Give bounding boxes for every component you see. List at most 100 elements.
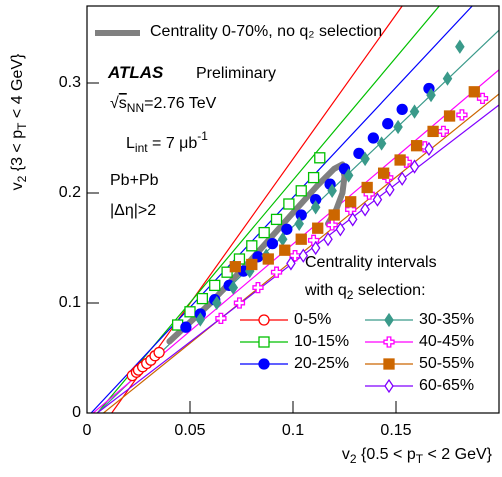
- point: [347, 212, 358, 227]
- annotation-part: with q: [304, 282, 347, 299]
- annotation-part: Centrality intervals: [305, 254, 437, 271]
- annotation-part: 2: [347, 288, 354, 302]
- point: [327, 183, 337, 198]
- point: [307, 171, 320, 184]
- x-axis-label-part: {0.5 < p: [357, 446, 416, 463]
- legend-label: 10-15%: [294, 333, 349, 350]
- point: [295, 209, 307, 221]
- annotation: Preliminary: [196, 65, 276, 82]
- legend-marker: [258, 358, 270, 370]
- point: [394, 154, 406, 166]
- x-axis-label-part: < 2 GeV}: [423, 446, 493, 463]
- point: [385, 182, 395, 197]
- legend-marker: [383, 336, 395, 348]
- legend-marker: [383, 358, 395, 370]
- point: [246, 258, 258, 271]
- point: [393, 119, 403, 135]
- y-tick-label: 0.1: [59, 294, 81, 311]
- y-axis-label: v2 {3 < pT < 4 GeV}: [9, 53, 29, 190]
- point: [437, 125, 450, 138]
- point: [286, 256, 296, 271]
- point: [345, 196, 357, 208]
- point: [397, 171, 407, 186]
- point: [295, 233, 307, 245]
- point: [209, 279, 221, 292]
- point: [382, 118, 394, 130]
- point: [184, 306, 196, 318]
- y-tick-label: 0.2: [59, 184, 81, 201]
- y-axis-label-part: < 4 GeV}: [9, 53, 26, 123]
- point: [409, 159, 420, 174]
- legend-label: 0-5%: [294, 311, 331, 328]
- legend-marker: [258, 336, 270, 348]
- point: [367, 132, 379, 144]
- annotation-part: |Δη|>2: [110, 202, 156, 219]
- point: [195, 312, 206, 327]
- plot-area: [90, 6, 499, 413]
- point: [252, 281, 264, 294]
- point: [277, 232, 288, 247]
- point: [294, 216, 304, 231]
- legend-label: 20-25%: [294, 355, 349, 372]
- annotation-part: int: [135, 141, 148, 155]
- point: [377, 167, 390, 179]
- point: [323, 232, 333, 247]
- y-axis-label-part: 2: [15, 175, 29, 182]
- point: [310, 240, 321, 256]
- point: [372, 192, 383, 207]
- point: [409, 104, 420, 119]
- annotation: ATLAS: [107, 63, 164, 82]
- point: [196, 292, 209, 305]
- fit-line: [96, 104, 499, 413]
- x-tick-label: 0.1: [282, 422, 304, 439]
- annotation: √sNN=2.76 TeV: [110, 95, 217, 115]
- point: [270, 213, 283, 226]
- x-tick-label: 0: [83, 422, 92, 439]
- point: [353, 147, 365, 160]
- point: [360, 151, 370, 167]
- point: [360, 202, 370, 217]
- legend-label: 40-45%: [419, 333, 474, 350]
- point: [266, 237, 279, 250]
- point: [229, 261, 241, 273]
- annotation: with q2 selection:: [304, 282, 426, 302]
- fit-line: [111, 6, 403, 413]
- annotation: |Δη|>2: [110, 202, 156, 219]
- fit-line: [90, 6, 473, 413]
- point: [153, 346, 165, 359]
- point: [298, 248, 309, 263]
- point: [310, 200, 321, 215]
- annotation-part: Preliminary: [196, 65, 276, 82]
- point: [281, 223, 293, 235]
- annotation-part: selection:: [353, 282, 425, 299]
- annotation-part: √: [110, 95, 119, 112]
- x-tick-label: 0.05: [174, 422, 205, 439]
- x-tick-label: 0.15: [380, 422, 411, 439]
- point: [335, 222, 346, 237]
- point: [262, 253, 274, 265]
- point: [228, 280, 239, 295]
- point: [455, 39, 465, 54]
- point: [442, 71, 453, 86]
- point: [314, 152, 326, 164]
- legend-marker: [384, 378, 394, 394]
- annotation: Lint = 7 μb-1: [126, 129, 208, 155]
- legend-label: 50-55%: [419, 355, 474, 372]
- point: [312, 222, 324, 234]
- point: [361, 181, 373, 194]
- point: [376, 136, 387, 151]
- point: [426, 87, 436, 103]
- legend-marker: [384, 312, 394, 328]
- annotation-part: L: [126, 135, 135, 152]
- x-axis-label-part: v: [342, 446, 350, 463]
- point: [443, 110, 456, 122]
- legend-label: 60-65%: [419, 377, 474, 394]
- y-axis-label-part: v: [9, 182, 26, 190]
- annotation-part: s: [119, 95, 127, 112]
- point: [215, 312, 227, 325]
- point: [343, 168, 354, 183]
- point: [326, 219, 338, 231]
- x-axis-label-part: 2: [350, 452, 357, 466]
- annotation-part: = 7 μb: [148, 135, 198, 152]
